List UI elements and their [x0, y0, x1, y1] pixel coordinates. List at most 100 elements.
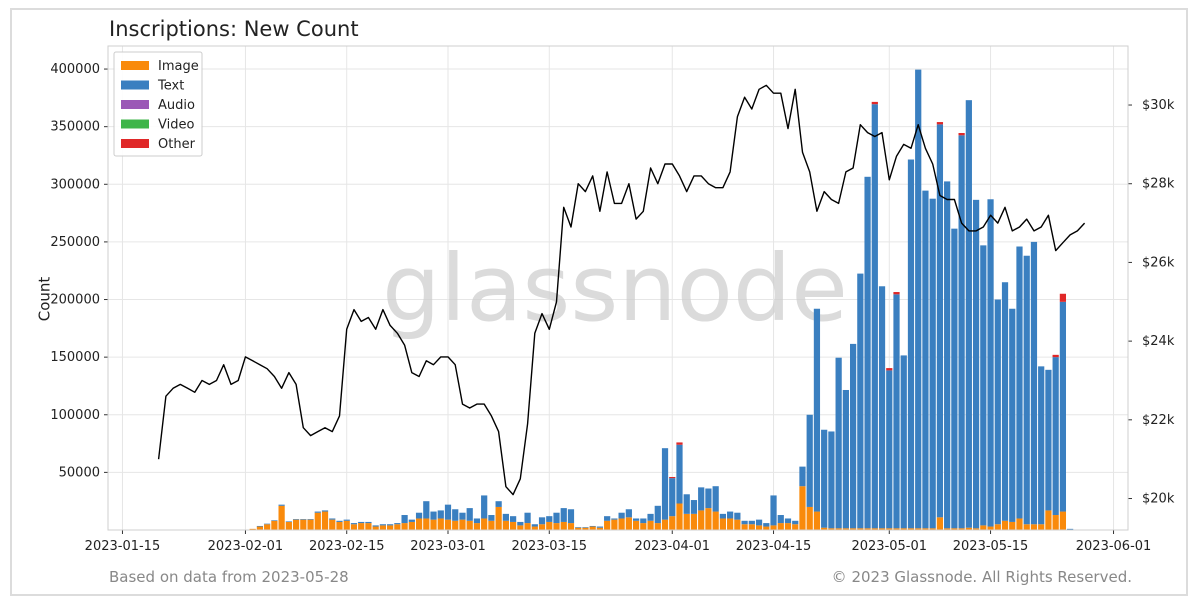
text-bar [567, 509, 575, 524]
y2-tick-label: $20k [1142, 492, 1175, 507]
image-bar [495, 506, 502, 530]
image-bar [538, 524, 546, 530]
copyright-note: © 2023 Glassnode. All Rights Reserved. [831, 568, 1132, 586]
text-bar [806, 414, 813, 507]
text-bar [1059, 301, 1067, 512]
image-bar [1023, 524, 1030, 530]
text-bar [423, 501, 430, 519]
legend-swatch-audio [121, 100, 149, 109]
text-bar [987, 199, 994, 527]
other-bar [871, 101, 878, 105]
image-bar [763, 526, 770, 530]
image-bar [567, 523, 575, 530]
text-bar [1045, 369, 1052, 511]
text-bar [466, 508, 473, 521]
text-bar [669, 478, 676, 517]
chart-title: Inscriptions: New Count [109, 17, 359, 41]
image-bar [842, 528, 849, 530]
image-bar [379, 525, 387, 530]
text-bar [712, 486, 719, 512]
image-bar [488, 520, 495, 530]
image-bar [784, 523, 792, 530]
image-bar [683, 513, 690, 530]
y-tick-label: 100000 [50, 408, 100, 423]
x-tick-label: 2023-04-15 [736, 539, 812, 554]
legend-box [113, 51, 203, 157]
other-bar [669, 476, 676, 479]
text-bar [1023, 255, 1030, 525]
image-bar [886, 528, 893, 530]
other-bar [676, 442, 683, 445]
image-bar [604, 520, 611, 530]
text-bar [980, 245, 987, 526]
text-bar [307, 519, 314, 520]
image-bar [958, 528, 965, 530]
text-bar [734, 512, 741, 520]
image-bar [690, 513, 698, 530]
y2-tick-label: $28k [1142, 177, 1175, 192]
y-tick-label: 150000 [50, 350, 100, 365]
image-bar [799, 486, 806, 530]
y-tick-label: 400000 [50, 62, 100, 77]
image-bar [430, 519, 437, 530]
text-bar [625, 509, 632, 518]
text-bar [264, 523, 271, 525]
text-bar [763, 523, 770, 527]
text-bar [531, 524, 538, 527]
text-bar [813, 308, 821, 512]
text-bar [770, 495, 777, 526]
image-bar [589, 526, 596, 530]
text-bar [864, 176, 871, 529]
image-bar [423, 518, 430, 530]
image-bar [481, 518, 488, 530]
image-bar [929, 528, 936, 530]
text-bar [387, 524, 394, 526]
image-bar [553, 523, 560, 530]
axes: 50000 100000 150000 200000 250000 300000 35000… [50, 45, 1175, 554]
text-bar [350, 523, 358, 525]
image-bar [734, 519, 741, 530]
other-bar [1052, 354, 1059, 358]
text-bar [285, 521, 292, 522]
text-bar [835, 357, 842, 529]
text-bar [372, 525, 379, 527]
text-bar [661, 448, 669, 520]
text-bar [582, 527, 589, 528]
grid-lines [108, 46, 1128, 530]
other-bar [1059, 293, 1067, 302]
text-bar [878, 286, 886, 529]
text-bar [452, 509, 459, 521]
text-bar [575, 527, 582, 528]
text-bar [972, 199, 980, 529]
image-bar [727, 518, 734, 530]
text-bar [777, 515, 784, 524]
text-bar [654, 505, 661, 524]
text-bar [495, 501, 502, 507]
text-bar [546, 516, 553, 522]
other-bar [886, 368, 893, 371]
text-bar [358, 521, 365, 524]
text-bar [379, 524, 387, 526]
x-tick-label: 2023-02-01 [208, 539, 284, 554]
image-bar [502, 520, 509, 530]
image-bar [264, 524, 271, 530]
image-bar [285, 521, 292, 530]
image-bar [473, 523, 481, 530]
text-bar [849, 343, 857, 529]
text-bar [748, 520, 755, 525]
text-bar [1016, 246, 1023, 519]
image-bar [560, 521, 567, 530]
legend-label-video: Video [158, 118, 194, 133]
image-bar [806, 506, 813, 530]
price-line-layer [157, 84, 1086, 496]
text-bar [857, 273, 864, 529]
text-bar [727, 511, 734, 519]
image-bar [336, 521, 343, 530]
image-bar [466, 520, 473, 530]
image-bar [575, 527, 582, 530]
text-bar [900, 355, 907, 529]
image-bar [271, 520, 278, 530]
text-bar [871, 104, 878, 529]
image-bar [1009, 521, 1016, 530]
y-tick-label: 50000 [59, 465, 100, 480]
